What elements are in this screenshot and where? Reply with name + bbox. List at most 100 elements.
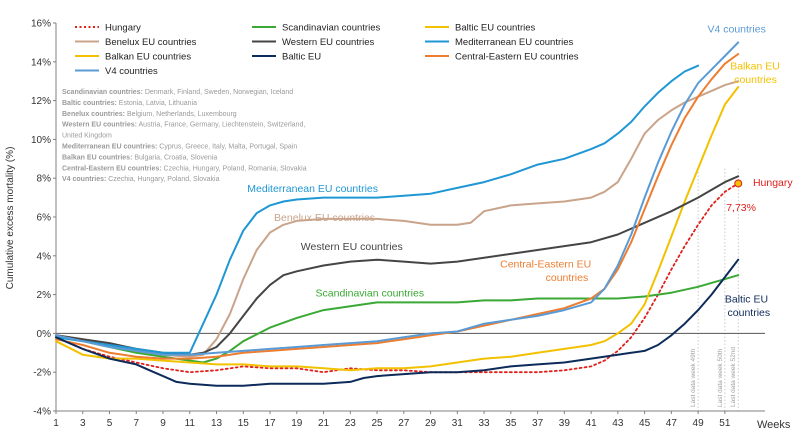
x-tick-label: 27 <box>398 418 410 429</box>
legend: Hungary Scandinavian countries Baltic EU c… <box>75 23 579 77</box>
group-definition-label: Scandinavian countries: <box>62 89 143 96</box>
legend-label-hungary: Hungary <box>105 23 141 34</box>
group-definition-members: Cyprus, Greece, Italy, Malta, Portugal, … <box>157 144 297 151</box>
group-definitions: Scandinavian countries: Denmark, Finland… <box>62 89 307 183</box>
legend-label-western-eu-countries: Western EU countries <box>282 37 374 48</box>
group-definition-line: Baltic countries: Estonia, Latvia, Lithu… <box>62 100 197 107</box>
annotation-balkan-eu: Balkan EU <box>730 61 780 73</box>
x-tick-label: 15 <box>238 418 250 429</box>
x-tick-label: 43 <box>612 418 624 429</box>
x-tick-label: 5 <box>107 418 113 429</box>
x-tick-label: 21 <box>318 418 330 429</box>
annotation-v4-countries: V4 countries <box>707 24 765 36</box>
x-tick-label: 25 <box>371 418 383 429</box>
series-line-baltic-eu <box>55 258 740 387</box>
group-definition-line: Benelux countries: Belgium, Netherlands,… <box>62 111 237 118</box>
y-tick-label: 14% <box>31 57 51 68</box>
x-tick-label: 33 <box>479 418 491 429</box>
group-definition-line: Western EU countries: Austria, France, G… <box>62 122 305 129</box>
annotation-7-73: 7,73% <box>726 202 756 214</box>
reference-line-label: Last data week 50th <box>717 348 724 407</box>
y-tick-label: 0% <box>37 329 52 340</box>
annotations: Mediterranean EU countries Benelux EU cou… <box>247 24 793 319</box>
x-tick-label: 23 <box>345 418 357 429</box>
group-definition-members: Bulgaria, Croatia, Slovenia <box>132 154 217 161</box>
annotation-countries: countries <box>734 74 777 86</box>
series-lines <box>55 41 743 387</box>
y-axis-label: Cumulative excess mortality (%) <box>5 147 16 290</box>
highlight-point <box>734 179 743 188</box>
group-definition-members: Denmark, Finland, Sweden, Norwegian, Ice… <box>143 89 293 96</box>
x-tick-label: 35 <box>505 418 517 429</box>
group-definition-line: Balkan EU countries: Bulgaria, Croatia, … <box>62 154 217 161</box>
x-axis-label: Weeks <box>757 419 791 431</box>
legend-label-v4-countries: V4 countries <box>105 66 158 77</box>
series-line-v4-countries <box>55 41 740 356</box>
y-tick-label: 10% <box>31 135 51 146</box>
x-tick-label: 11 <box>185 418 196 429</box>
x-tick-label: 47 <box>666 418 678 429</box>
group-definition-members: Austria, France, Germany, Liechtenstein,… <box>137 122 305 129</box>
group-definition-label: Central-Eastern EU countries: <box>62 165 162 172</box>
y-tick-label: -4% <box>33 407 51 418</box>
legend-label-central-eastern-eu-countries: Central-Eastern EU countries <box>455 52 579 63</box>
annotation-scandinavian-countries: Scandinavian countries <box>316 288 425 300</box>
y-tick-label: 6% <box>37 213 52 224</box>
group-definition-line: United Kingdom <box>62 133 112 140</box>
group-definition-label: Mediterranean EU countries: <box>62 144 157 151</box>
group-definition-label: Balkan EU countries: <box>62 154 132 161</box>
x-tick-label: 29 <box>425 418 437 429</box>
x-tick-label: 31 <box>452 418 464 429</box>
y-tick-label: 4% <box>37 251 52 262</box>
x-tick-label: 3 <box>80 418 86 429</box>
reference-line-label: Last data week 49th <box>690 348 697 407</box>
y-tick-label: 12% <box>31 96 51 107</box>
legend-label-scandinavian-countries: Scandinavian countries <box>282 23 380 34</box>
series-line-baltic-eu-countries <box>55 86 740 372</box>
y-tick-label: 8% <box>37 174 52 185</box>
series-line-western-eu-countries <box>55 175 740 356</box>
annotation-baltic-eu: Baltic EU <box>725 293 768 305</box>
group-definition-label: Western EU countries: <box>62 122 137 129</box>
annotation-countries: countries <box>728 307 771 319</box>
group-definition-members: Belgium, Netherlands, Luxembourg <box>125 111 237 118</box>
x-tick-label: 13 <box>211 418 223 429</box>
group-definition-line: Mediterranean EU countries: Cyprus, Gree… <box>62 144 297 151</box>
reference-lines: Last data week 49th Last data week 50th La… <box>690 168 739 411</box>
group-definition-label: Baltic countries: <box>62 100 117 107</box>
x-tick-label: 9 <box>160 418 166 429</box>
group-definition-line: Scandinavian countries: Denmark, Finland… <box>62 89 293 96</box>
x-tick-label: 39 <box>559 418 571 429</box>
annotation-mediterranean-eu-countries: Mediterranean EU countries <box>247 183 378 195</box>
y-tick-label: 16% <box>31 19 51 30</box>
x-tick-label: 1 <box>53 418 59 429</box>
group-definition-members: United Kingdom <box>62 133 112 140</box>
y-tick-labels: -4% -2% 0% 2% 4% 6% 8% 10% 12% 14% 16% <box>31 19 56 418</box>
annotation-hungary: Hungary <box>753 177 793 189</box>
series-line-mediterranean-eu-countries <box>55 64 700 354</box>
x-tick-label: 19 <box>291 418 303 429</box>
x-tick-label: 37 <box>532 418 544 429</box>
group-definition-line: Central-Eastern EU countries: Czechia, H… <box>62 165 307 172</box>
x-tick-label: 45 <box>639 418 651 429</box>
legend-label-balkan-eu-countries: Balkan EU countries <box>105 52 191 63</box>
x-tick-label: 7 <box>133 418 139 429</box>
x-tick-label: 51 <box>719 418 731 429</box>
annotation-central-eastern-eu: Central-Eastern EU <box>500 258 591 270</box>
annotation-countries: countries <box>546 272 589 284</box>
x-tick-label: 17 <box>264 418 276 429</box>
group-definition-members: Czechia, Hungary, Poland, Slovakia <box>106 176 219 183</box>
legend-label-baltic-eu: Baltic EU <box>282 52 321 63</box>
group-definition-members: Estonia, Latvia, Lithuania <box>117 100 197 107</box>
group-definition-line: V4 countries: Czechia, Hungary, Poland, … <box>62 176 220 183</box>
annotation-benelux-eu-countries: Benelux EU countries <box>274 212 375 224</box>
x-tick-labels: 1 3 5 7 9 11 13 15 17 19 21 23 25 27 29 31 33 35 37 39 41 43 4… <box>53 411 731 429</box>
group-definition-label: Benelux countries: <box>62 111 125 118</box>
y-tick-label: -2% <box>33 368 51 379</box>
legend-label-baltic-eu-countries: Baltic EU countries <box>455 23 536 34</box>
x-tick-label: 41 <box>586 418 598 429</box>
legend-label-benelux-eu-countries: Benelux EU countries <box>105 37 197 48</box>
annotation-western-eu-countries: Western EU countries <box>301 241 403 253</box>
reference-line-label: Last data week 52nd <box>730 347 737 407</box>
